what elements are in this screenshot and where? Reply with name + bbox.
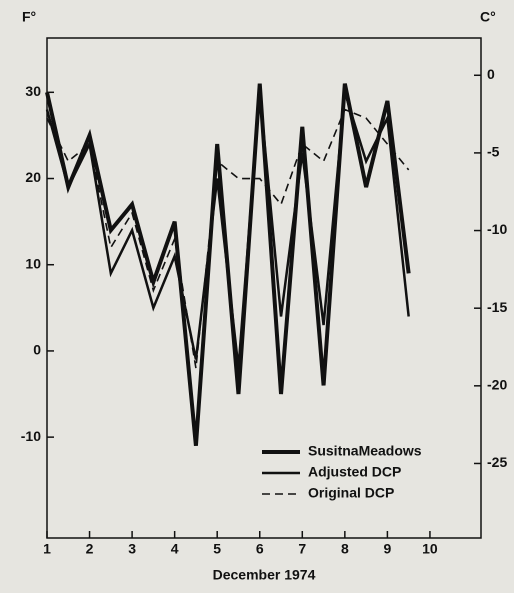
x-axis-label: December 1974 [213,567,316,583]
y2-tick-label: -15 [487,299,507,315]
plot-frame [46,37,482,539]
x-tick-label: 8 [341,541,349,557]
y2-tick-label: -5 [487,144,500,160]
y2-tick-label: -20 [487,377,507,393]
legend-label: Adjusted DCP [308,464,401,480]
y2-tick-label: -25 [487,454,507,470]
y-tick-label: 20 [25,169,41,185]
y-tick-label: 30 [25,83,41,99]
x-tick-label: 5 [213,541,221,557]
x-tick-label: 10 [422,541,438,557]
x-tick-label: 2 [86,541,94,557]
x-tick-label: 3 [128,541,136,557]
legend-label: Original DCP [308,485,394,501]
x-tick-label: 1 [43,541,51,557]
y2-tick-label: 0 [487,66,495,82]
legend-label: SusitnaMeadows [308,443,422,459]
y-tick-label: 10 [25,255,41,271]
x-tick-label: 4 [171,541,179,557]
y-tick-label: 0 [33,342,41,358]
x-tick-label: 9 [383,541,391,557]
series-line [45,91,410,369]
y-tick-label: -10 [21,428,41,444]
x-tick-label: 6 [256,541,264,557]
y-axis-label: F° [22,9,36,25]
y2-axis-label: C° [480,9,496,25]
series-line [46,108,410,369]
y2-tick-label: -10 [487,221,507,237]
x-tick-label: 7 [298,541,306,557]
